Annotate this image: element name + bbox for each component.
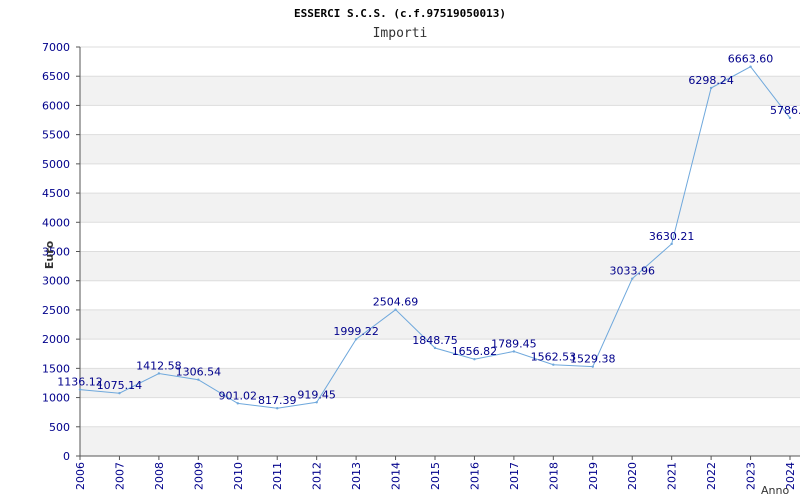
y-tick-label: 0 bbox=[63, 450, 70, 463]
y-tick-label: 3000 bbox=[42, 275, 70, 288]
x-tick-label: 2021 bbox=[666, 462, 679, 490]
series-line-group bbox=[78, 65, 792, 410]
data-label: 1529.38 bbox=[570, 353, 616, 366]
x-tick-label: 2020 bbox=[626, 462, 639, 490]
y-tick-label: 6000 bbox=[42, 99, 70, 112]
data-label: 5786.56 bbox=[770, 104, 800, 117]
data-label: 901.02 bbox=[219, 389, 258, 402]
x-tick-label: 2019 bbox=[587, 462, 600, 490]
data-point bbox=[552, 363, 555, 366]
y-tick-label: 3500 bbox=[42, 246, 70, 259]
y-tick-label: 6500 bbox=[42, 70, 70, 83]
y-axis-label: Euro bbox=[43, 240, 56, 269]
x-tick-label: 2008 bbox=[153, 462, 166, 490]
data-label: 817.39 bbox=[258, 394, 297, 407]
x-tick-label: 2010 bbox=[232, 462, 245, 490]
axes bbox=[76, 46, 800, 460]
data-point bbox=[276, 407, 279, 410]
x-tick-label: 2018 bbox=[547, 462, 560, 490]
plot-band bbox=[80, 134, 800, 164]
data-point bbox=[473, 357, 476, 361]
data-point bbox=[394, 308, 397, 311]
data-point bbox=[591, 365, 594, 368]
plot-band bbox=[80, 251, 800, 281]
data-point bbox=[788, 116, 792, 120]
x-tick-label: 2012 bbox=[311, 462, 324, 490]
data-point bbox=[157, 372, 161, 375]
x-tick-label: 2022 bbox=[705, 462, 718, 490]
x-tick-label: 2015 bbox=[429, 462, 442, 490]
data-point bbox=[315, 401, 318, 404]
data-label: 1999.22 bbox=[333, 325, 379, 338]
x-tick-label: 2024 bbox=[784, 462, 797, 490]
plot-band bbox=[80, 76, 800, 106]
data-label: 1136.12 bbox=[57, 376, 103, 389]
plot-band bbox=[80, 426, 800, 456]
plot-band bbox=[80, 309, 800, 340]
x-tick-label: 2009 bbox=[192, 462, 205, 490]
data-point bbox=[197, 378, 200, 381]
y-tick-label: 500 bbox=[49, 421, 70, 434]
x-tick-labels: 2006 2007 2008 2009 2010 2011 2012 2013 2014 2015… bbox=[74, 462, 797, 490]
y-tick-labels: 0 500 1000 1500 2000 2500 3000 3500 4000 4500 5000… bbox=[42, 41, 70, 463]
x-tick-label: 2006 bbox=[74, 462, 87, 490]
chart-subtitle: Importi bbox=[373, 26, 428, 41]
y-tick-label: 7000 bbox=[42, 41, 70, 54]
y-tick-label: 4500 bbox=[42, 187, 70, 200]
x-tick-label: 2014 bbox=[390, 462, 403, 490]
x-tick-label: 2011 bbox=[271, 462, 284, 490]
data-point bbox=[118, 391, 121, 395]
y-tick-label: 5000 bbox=[42, 158, 70, 171]
x-tick-label: 2023 bbox=[745, 462, 758, 490]
x-tick-label: 2016 bbox=[468, 462, 481, 490]
data-point bbox=[354, 337, 358, 341]
data-label: 919.45 bbox=[297, 388, 336, 401]
data-label: 1656.82 bbox=[452, 345, 498, 358]
data-label: 1848.75 bbox=[412, 334, 458, 347]
data-label: 1306.54 bbox=[176, 366, 222, 379]
data-point bbox=[670, 242, 673, 246]
data-label: 1562.53 bbox=[531, 351, 577, 364]
plot-band bbox=[80, 193, 800, 223]
y-tick-label: 4000 bbox=[42, 216, 70, 229]
plot-band bbox=[80, 368, 800, 398]
data-label: 6298.24 bbox=[688, 74, 734, 87]
data-label: 6663.60 bbox=[728, 53, 774, 66]
data-label: 3630.21 bbox=[649, 230, 695, 243]
data-point bbox=[709, 86, 713, 90]
data-point bbox=[749, 65, 752, 68]
data-label: 1789.45 bbox=[491, 337, 537, 350]
y-tick-label: 2000 bbox=[42, 333, 70, 346]
data-label: 3033.96 bbox=[609, 265, 655, 278]
data-label: 1412.58 bbox=[136, 359, 182, 372]
data-point bbox=[433, 346, 437, 350]
x-tick-label: 2007 bbox=[113, 462, 126, 490]
data-point bbox=[78, 388, 82, 391]
grid-lines bbox=[80, 46, 800, 457]
data-label: 2504.69 bbox=[373, 296, 419, 309]
data-point bbox=[631, 277, 634, 280]
x-axis-label: Anno bbox=[761, 484, 789, 497]
chart-title: ESSERCI S.C.S. (c.f.97519050013) bbox=[294, 7, 506, 20]
y-tick-label: 5500 bbox=[42, 129, 70, 142]
x-tick-label: 2017 bbox=[508, 462, 521, 490]
y-tick-label: 2500 bbox=[42, 304, 70, 317]
x-tick-label: 2013 bbox=[350, 462, 363, 490]
data-point bbox=[236, 402, 239, 405]
y-tick-label: 1500 bbox=[42, 362, 70, 375]
plot-background-bands bbox=[80, 76, 800, 456]
data-label: 1075.14 bbox=[97, 379, 143, 392]
y-tick-label: 1000 bbox=[42, 392, 70, 405]
data-point bbox=[512, 350, 516, 353]
